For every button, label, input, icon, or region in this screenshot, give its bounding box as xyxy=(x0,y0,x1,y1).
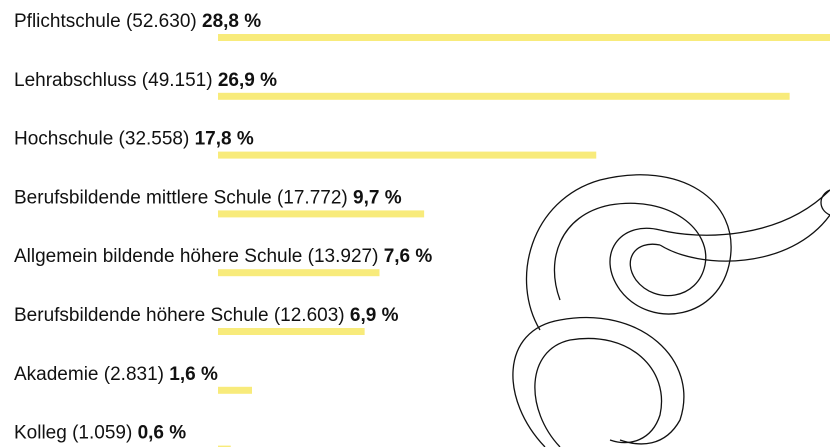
bar-label: Kolleg (1.059) 0,6 % xyxy=(14,423,186,444)
bar-label: Allgemein bildende höhere Schule (13.927… xyxy=(14,246,432,267)
bar-label: Pflichtschule (52.630) 28,8 % xyxy=(14,11,261,32)
category-label: Kolleg (1.059) xyxy=(14,423,132,444)
bar-label: Hochschule (32.558) 17,8 % xyxy=(14,129,254,150)
value-label: 9,7 % xyxy=(353,187,402,208)
category-label: Hochschule (32.558) xyxy=(14,129,189,150)
category-label: Lehrabschluss (49.151) xyxy=(14,70,213,91)
value-label: 6,9 % xyxy=(350,305,399,326)
value-label: 26,9 % xyxy=(218,70,277,91)
category-label: Akademie (2.831) xyxy=(14,364,164,385)
bar-label: Akademie (2.831) 1,6 % xyxy=(14,364,218,385)
category-label: Allgemein bildende höhere Schule (13.927… xyxy=(14,246,378,267)
bar xyxy=(218,387,252,394)
category-label: Berufsbildende höhere Schule (12.603) xyxy=(14,305,345,326)
bar-label: Berufsbildende mittlere Schule (17.772) … xyxy=(14,187,402,208)
bar-label: Lehrabschluss (49.151) 26,9 % xyxy=(14,70,277,91)
bar xyxy=(218,34,830,41)
value-label: 28,8 % xyxy=(202,11,261,32)
value-label: 0,6 % xyxy=(138,423,187,444)
value-label: 7,6 % xyxy=(384,246,433,267)
chart: Pflichtschule (52.630) 28,8 % Lehrabschlu… xyxy=(0,0,830,447)
category-label: Berufsbildende mittlere Schule (17.772) xyxy=(14,187,348,208)
bar xyxy=(218,152,596,159)
value-label: 17,8 % xyxy=(195,129,254,150)
bar xyxy=(218,210,424,217)
bar xyxy=(218,269,380,276)
bar xyxy=(218,93,790,100)
decorative-spiral xyxy=(513,175,830,447)
value-label: 1,6 % xyxy=(169,364,218,385)
bar-label: Berufsbildende höhere Schule (12.603) 6,… xyxy=(14,305,399,326)
category-label: Pflichtschule (52.630) xyxy=(14,11,197,32)
bar xyxy=(218,328,365,335)
